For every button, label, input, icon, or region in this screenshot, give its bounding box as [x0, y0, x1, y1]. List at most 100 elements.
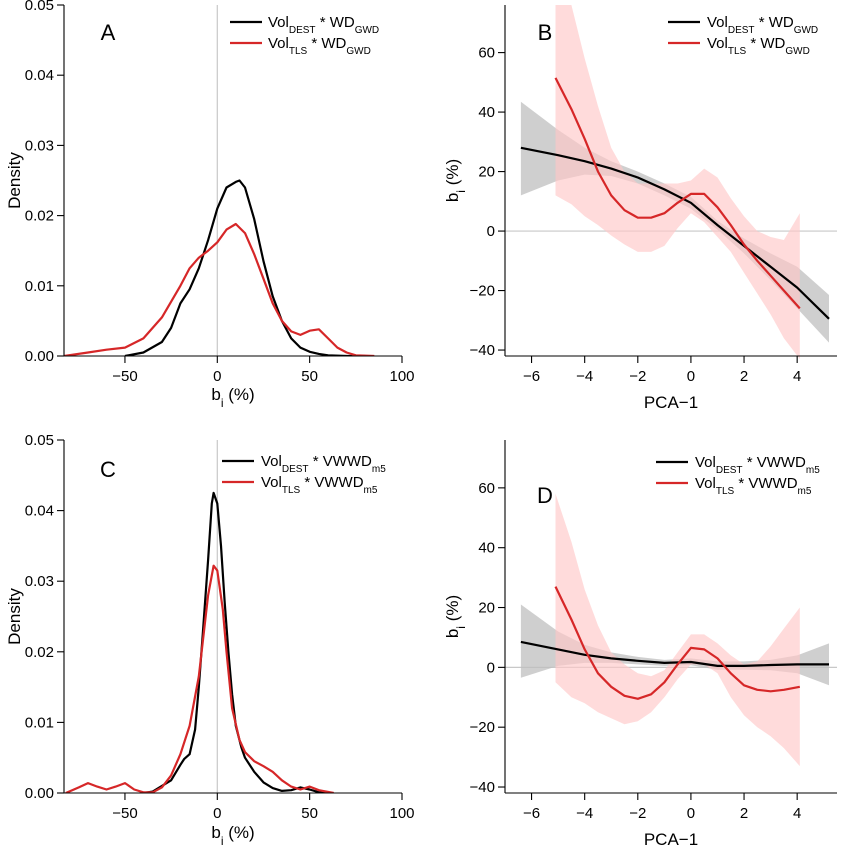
legend-label-red: VolTLS * VWWDm5: [261, 474, 378, 496]
x-tick-label: −50: [112, 368, 137, 385]
y-axis-title-subscript: i: [454, 190, 468, 193]
legend-label-black: VolDEST * WDGWD: [707, 14, 818, 36]
x-tick-label: −50: [112, 805, 137, 822]
legend-text-subscript: DEST: [289, 25, 316, 36]
legend-text-subscript: DEST: [716, 465, 743, 476]
panel-a: −50 0 50 100 0.00 0.01 0.02 0.03 0.04 0.05 bi (%) D…: [5, 0, 415, 410]
legend-text-middle: * WD: [755, 14, 794, 31]
legend-label-red: VolTLS * VWWDm5: [695, 475, 812, 497]
legend-text-subscript: DEST: [282, 464, 309, 475]
legend-text-base: Vol: [707, 35, 728, 52]
legend-text-subscript: GWD: [355, 25, 379, 36]
y-tick-label: 0.05: [25, 0, 54, 14]
x-tick-label: 4: [793, 368, 801, 385]
legend-text-middle: * WD: [307, 35, 346, 52]
y-tick-label: 40: [478, 104, 495, 121]
series-line-black: [124, 179, 366, 356]
legend-text-base: Vol: [268, 14, 289, 31]
x-tick-label: −6: [523, 805, 540, 822]
legend-text-base: Vol: [268, 35, 289, 52]
legend-text-subscript: m5: [364, 485, 378, 496]
x-axis-title-base: b: [211, 823, 220, 842]
y-tick-label: 0.01: [25, 278, 54, 295]
x-axis-title-subscript: i: [221, 396, 224, 410]
x-axis-title-base: PCA−1: [644, 393, 698, 412]
series-line-red: [554, 586, 801, 700]
confidence-band-red-series: [555, 5, 800, 359]
y-tick-label: 0.02: [25, 208, 54, 225]
y-tick-label: 0.00: [25, 785, 54, 802]
x-tick-label: 2: [740, 805, 748, 822]
y-tick-label: −20: [470, 283, 495, 300]
x-axis-title: PCA−1: [644, 830, 698, 849]
legend-text-subscript: TLS: [289, 46, 308, 57]
legend-text-subscript: DEST: [728, 25, 755, 36]
legend-label-black: VolDEST * VWWDm5: [261, 453, 386, 475]
legend-text-base: Vol: [695, 475, 716, 492]
x-axis-title: bi (%): [211, 385, 254, 410]
y-tick-label: 40: [478, 540, 495, 557]
legend-text-base: Vol: [707, 14, 728, 31]
y-tick-label: 0.04: [25, 503, 54, 520]
x-axis-title: bi (%): [211, 823, 254, 848]
legend-text-subscript: GWD: [794, 25, 818, 36]
y-tick-label: −20: [470, 719, 495, 736]
y-tick-label: 20: [478, 600, 495, 617]
x-tick-label: 2: [740, 368, 748, 385]
y-tick-label: 0: [487, 223, 495, 240]
x-axis-title: PCA−1: [644, 393, 698, 412]
x-tick-label: −2: [629, 805, 646, 822]
y-tick-label: 0.04: [25, 67, 54, 84]
x-axis-title-base: PCA−1: [644, 830, 698, 849]
x-tick-label: −4: [576, 368, 593, 385]
legend-text-base: Vol: [695, 454, 716, 471]
legend-text-subscript: m5: [806, 465, 820, 476]
legend-text-subscript: TLS: [282, 485, 301, 496]
y-tick-label: 20: [478, 164, 495, 181]
x-tick-label: 0: [213, 368, 221, 385]
series-line-black: [143, 491, 329, 793]
legend-text-middle: * VWWD: [743, 454, 806, 471]
legend-text-middle: * VWWD: [734, 475, 797, 492]
series-line-red: [65, 564, 334, 793]
y-tick-label: 0: [487, 659, 495, 676]
y-axis-title-base: b: [443, 193, 462, 202]
legend-text-base: Vol: [261, 474, 282, 491]
x-tick-label: 0: [687, 805, 695, 822]
legend-text-subscript: TLS: [716, 486, 735, 497]
panel-letter: C: [100, 457, 116, 482]
series-line-red: [64, 222, 375, 356]
legend-text-middle: * WD: [746, 35, 785, 52]
y-axis-title: Density: [5, 152, 24, 209]
y-tick-label: −40: [470, 342, 495, 359]
legend-text-subscript: TLS: [728, 46, 747, 57]
x-axis-title-unit: (%): [223, 823, 254, 842]
y-axis-title-unit: (%): [443, 595, 462, 626]
y-tick-label: 0.03: [25, 137, 54, 154]
confidence-band-red-series: [555, 493, 800, 767]
panel-letter: B: [538, 20, 553, 45]
y-axis-title-subscript: i: [454, 626, 468, 629]
legend-text-middle: * VWWD: [300, 474, 363, 491]
y-axis-title: bi (%): [443, 159, 468, 202]
y-tick-label: 60: [478, 45, 495, 62]
legend-text-subscript: GWD: [346, 46, 370, 57]
y-axis-title-unit: (%): [443, 159, 462, 190]
series-line-black: [520, 146, 830, 320]
panel-letter: A: [101, 20, 116, 45]
legend-text-middle: * WD: [316, 14, 355, 31]
y-axis-title: bi (%): [443, 595, 468, 638]
x-tick-label: −2: [629, 368, 646, 385]
legend-text-subscript: GWD: [785, 46, 809, 57]
y-tick-label: −40: [470, 779, 495, 796]
y-tick-label: 0.02: [25, 644, 54, 661]
legend-text-base: Vol: [261, 453, 282, 470]
legend-label-red: VolTLS * WDGWD: [268, 35, 371, 57]
x-tick-label: 4: [793, 805, 801, 822]
